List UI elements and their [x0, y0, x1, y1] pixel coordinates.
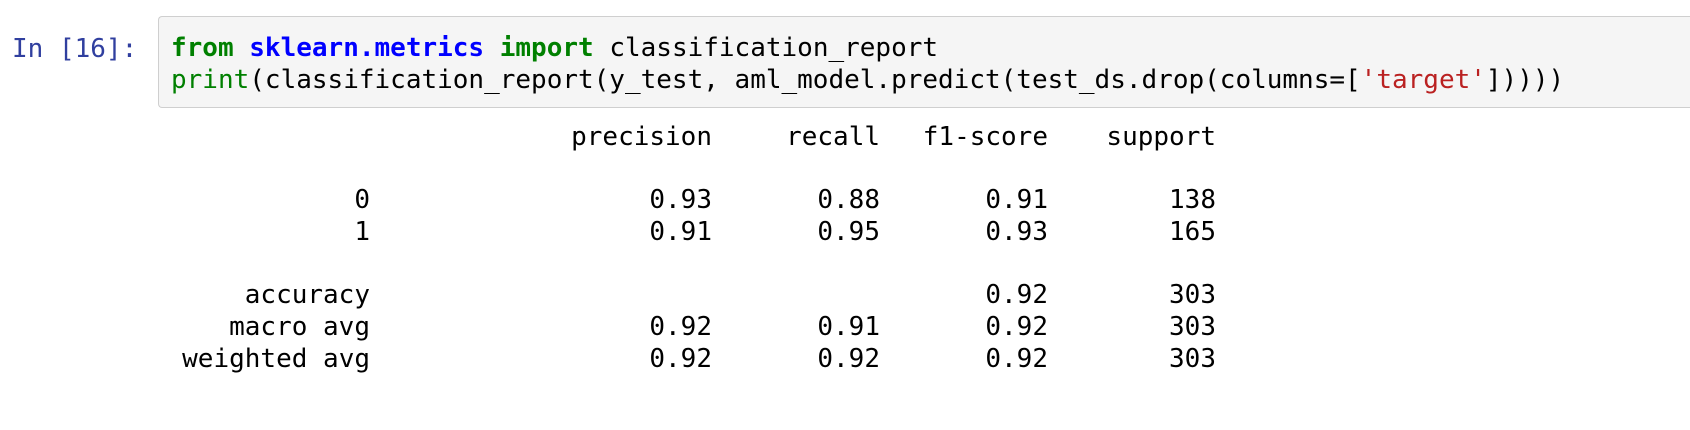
row-f1-score: 0.91 [985, 185, 1048, 215]
row-recall: 0.95 [817, 217, 880, 247]
code-input-area[interactable]: from sklearn.metrics import classificati… [158, 16, 1690, 108]
header-support: support [1106, 122, 1216, 152]
summary-precision: 0.92 [649, 312, 712, 342]
code-line-1: from sklearn.metrics import classificati… [171, 32, 938, 64]
summary-label: macro avg [229, 312, 370, 342]
summary-support: 303 [1169, 280, 1216, 310]
call-expression-start: (classification_report(y_test, aml_model… [249, 65, 1361, 95]
code-line-2: print(classification_report(y_test, aml_… [171, 64, 1564, 96]
summary-label: weighted avg [182, 344, 370, 374]
row-recall: 0.88 [817, 185, 880, 215]
summary-recall: 0.92 [817, 344, 880, 374]
keyword-import: import [499, 33, 594, 63]
summary-f1-score: 0.92 [985, 280, 1048, 310]
input-prompt: In [16]: [12, 34, 138, 64]
output-area: precision recall f1-score support 0 0.93… [158, 120, 1216, 410]
row-f1-score: 0.93 [985, 217, 1048, 247]
summary-f1-score: 0.92 [985, 344, 1048, 374]
summary-label: accuracy [244, 280, 370, 310]
module-name: sklearn.metrics [249, 33, 485, 63]
keyword-from: from [171, 33, 234, 63]
summary-recall: 0.91 [817, 312, 880, 342]
print-function: print [171, 65, 250, 95]
string-literal: 'target' [1360, 65, 1486, 95]
row-precision: 0.93 [649, 185, 712, 215]
header-f1-score: f1-score [922, 122, 1048, 152]
summary-precision: 0.92 [649, 344, 712, 374]
row-label: 0 [354, 185, 370, 215]
call-expression-end: ])))) [1485, 65, 1565, 95]
imported-name: classification_report [609, 33, 939, 63]
row-label: 1 [354, 217, 370, 247]
header-recall: recall [786, 122, 880, 152]
summary-support: 303 [1169, 344, 1216, 374]
summary-f1-score: 0.92 [985, 312, 1048, 342]
header-precision: precision [571, 122, 712, 152]
summary-support: 303 [1169, 312, 1216, 342]
row-support: 138 [1169, 185, 1216, 215]
row-precision: 0.91 [649, 217, 712, 247]
row-support: 165 [1169, 217, 1216, 247]
